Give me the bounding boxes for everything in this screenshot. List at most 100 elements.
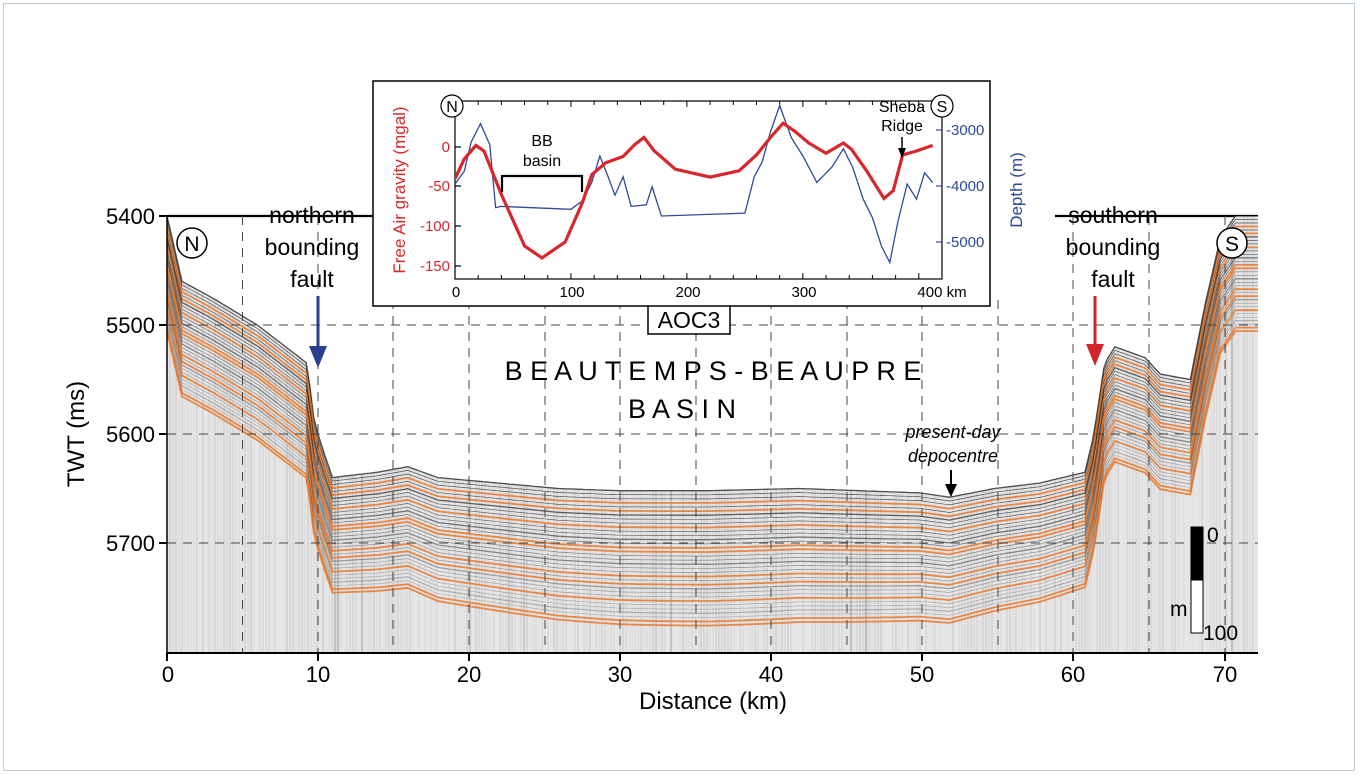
- northern-fault-label-line1: northern: [269, 202, 355, 228]
- inset-right-tick-labels: -3000 -4000 -5000: [946, 122, 984, 251]
- y-tick-label: 5400: [106, 204, 155, 229]
- seismic-reflector: [167, 323, 1258, 618]
- y-axis-label: TWT (ms): [63, 381, 90, 487]
- seismic-reflector: [167, 306, 1258, 598]
- inset-x-tick-label: 300: [791, 284, 816, 301]
- seismic-reflector: [167, 232, 1258, 518]
- seismic-reflector: [167, 319, 1258, 614]
- northern-fault-label-line3: fault: [290, 266, 334, 292]
- seismic-reflector: [167, 326, 1258, 623]
- y-tick-label: 5600: [106, 422, 155, 447]
- inset-south-letter: S: [937, 99, 948, 116]
- depocentre-label-line1: present-day: [904, 422, 1001, 442]
- inset-left-tick-label: -50: [428, 178, 450, 195]
- seismic-reflector: [167, 222, 1258, 506]
- scale-bar-white: [1190, 579, 1204, 634]
- southern-fault-label-line3: fault: [1091, 266, 1135, 292]
- seismic-reflector: [167, 295, 1258, 586]
- inset-left-ticks: [455, 146, 461, 267]
- y-tick-labels: 5400 5500 5600 5700: [106, 204, 155, 556]
- north-marker-circle: [176, 227, 208, 259]
- seismic-reflector: [167, 271, 1258, 559]
- inset-left-tick-label: -100: [420, 218, 450, 235]
- inset-x-tick-label: 0: [452, 284, 460, 301]
- seismic-profile: 5400 5500 5600 5700 TWT (ms) 0 10 20 30 …: [63, 202, 1258, 715]
- seismic-reflector: [167, 229, 1258, 513]
- seismic-reflector: [167, 316, 1258, 610]
- seismic-reflector: [167, 309, 1258, 602]
- x-tick-label: 40: [759, 662, 783, 687]
- seismic-reflector: [167, 246, 1258, 533]
- sheba-ridge-arrow-head: [898, 148, 906, 158]
- northern-fault-arrow-head: [309, 346, 327, 368]
- seismic-reflector: [167, 299, 1258, 590]
- inset-left-tick-label: -150: [420, 258, 450, 275]
- seismic-reflector: [167, 254, 1258, 540]
- depocentre-label-line2: depocentre: [908, 446, 998, 466]
- inset-left-tick-label: 0: [442, 139, 450, 156]
- north-marker: N: [176, 227, 208, 259]
- inset-north-letter: N: [446, 99, 458, 116]
- scale-bar-black: [1190, 526, 1204, 581]
- south-marker: S: [1216, 227, 1248, 259]
- x-axis-label: Distance (km): [639, 688, 787, 715]
- inset-right-tick-label: -3000: [946, 122, 984, 139]
- seismic-reflector: [167, 285, 1258, 574]
- scale-bar-top-label: 0: [1207, 524, 1219, 547]
- depth-profile-line: [455, 103, 934, 265]
- seismic-reflector: [167, 216, 1258, 498]
- northern-fault-label-line2: bounding: [265, 234, 360, 260]
- x-tick-label: 10: [306, 662, 330, 687]
- scale-bar-unit: m: [1170, 598, 1188, 621]
- inset-right-axis-label: Depth (m): [1007, 152, 1026, 228]
- gravity-profile-line: [455, 121, 934, 260]
- south-marker-circle: [1216, 227, 1248, 259]
- depocentre-arrow-head: [945, 484, 957, 497]
- south-marker-letter: S: [1225, 233, 1239, 256]
- seismic-reflector: [167, 274, 1258, 563]
- inset-x-tick-label: 200: [675, 284, 700, 301]
- seismic-reflector: [167, 330, 1258, 627]
- inset-north-circle: [440, 94, 464, 118]
- seismic-reflector: [167, 219, 1258, 502]
- y-tick-label: 5500: [106, 313, 155, 338]
- x-tick-labels: 0 10 20 30 40 50 60 70: [162, 662, 1237, 687]
- inset-minor-ticks: [454, 101, 943, 279]
- inset-left-tick-labels: 0 -50 -100 -150: [420, 139, 450, 275]
- southern-fault-arrow-head: [1086, 344, 1104, 366]
- x-tick-label: 60: [1061, 662, 1085, 687]
- figure-frame: [3, 3, 1355, 771]
- seismic-reflector: [167, 240, 1258, 525]
- seismic-reflectors: [167, 216, 1258, 627]
- southern-fault-label-line1: southern: [1068, 202, 1158, 228]
- y-tick-label: 5700: [106, 531, 155, 556]
- seismic-reflector: [167, 250, 1258, 536]
- x-tick-label: 20: [457, 662, 481, 687]
- seismic-reflector: [167, 313, 1258, 606]
- depocentre-label: present-day depocentre: [904, 422, 1001, 466]
- basin-title-line1: B E A U T E M P S - B E A U P R E: [505, 356, 922, 386]
- bb-basin-label-line1: BB: [531, 133, 552, 150]
- bb-basin-label-line2: basin: [523, 153, 561, 170]
- sheba-ridge-label-line1: Sheba: [879, 99, 925, 116]
- seismic-reflector: [167, 267, 1258, 556]
- seismic-reflector: [167, 263, 1258, 552]
- inset-background: [372, 80, 991, 307]
- north-marker-letter: N: [184, 233, 199, 256]
- line-name-box: [647, 303, 731, 335]
- seismic-reflector: [167, 225, 1258, 510]
- seismic-reflector: [167, 302, 1258, 594]
- seismic-reflector: [167, 278, 1258, 567]
- southern-fault-label-line2: bounding: [1066, 234, 1161, 260]
- inset-panel: Free Air gravity (mgal) Depth (m) 0 -50 …: [372, 80, 1026, 307]
- inset-plot-frame: [454, 100, 943, 280]
- northern-fault-label: northern bounding fault: [265, 202, 360, 292]
- scale-bar: 0 m 100: [1170, 524, 1238, 645]
- inset-x-tick-labels: 0 100 200 300 400 km: [452, 284, 967, 301]
- seismic-reflector: [167, 257, 1258, 544]
- inset-left-axis-label: Free Air gravity (mgal): [390, 106, 409, 273]
- x-tick-label: 30: [608, 662, 632, 687]
- x-tick-label: 0: [162, 662, 174, 687]
- scale-bar-bottom-label: 100: [1203, 622, 1238, 645]
